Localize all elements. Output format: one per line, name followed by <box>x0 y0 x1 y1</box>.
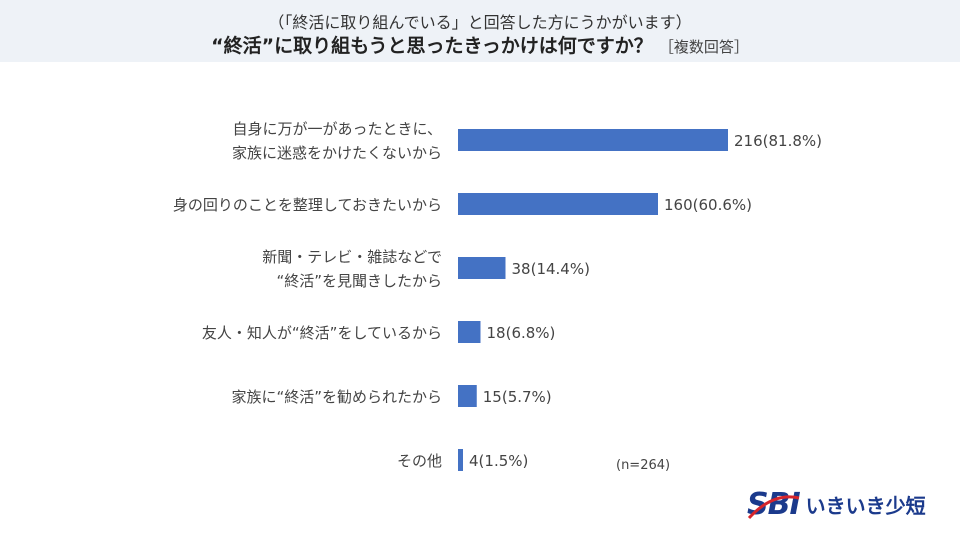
value-label-5: 4(1.5%) <box>469 452 528 470</box>
value-label-2: 38(14.4%) <box>512 260 590 278</box>
value-label-0: 216(81.8%) <box>734 132 822 150</box>
bar-0 <box>458 129 728 151</box>
header-band: （「終活に取り組んでいる」と回答した方にうかがいます） “終活”に取り組もうと思… <box>0 0 960 62</box>
bar-5 <box>458 449 463 471</box>
category-label-2-0: 新聞・テレビ・雑誌などで <box>262 248 442 266</box>
category-label-5-0: その他 <box>397 452 442 470</box>
company-logo: SBI いきいき少短 <box>747 484 926 524</box>
category-label-0-1: 家族に迷惑をかけたくないから <box>232 144 442 162</box>
bar-3 <box>458 321 481 343</box>
logo-mark: SBI <box>747 486 801 522</box>
value-label-4: 15(5.7%) <box>483 388 552 406</box>
category-label-2-1: “終活”を見聞きしたから <box>276 272 442 290</box>
bar-4 <box>458 385 477 407</box>
title-note: ［複数回答］ <box>658 38 749 56</box>
logo-swoosh-icon <box>747 495 800 520</box>
value-label-3: 18(6.8%) <box>487 324 556 342</box>
bar-1 <box>458 193 658 215</box>
value-label-1: 160(60.6%) <box>664 196 752 214</box>
logo-text: いきいき少短 <box>805 493 926 518</box>
chart-title: “終活”に取り組もうと思ったきっかけは何ですか？ <box>211 35 653 57</box>
title-line: “終活”に取り組もうと思ったきっかけは何ですか？ ［複数回答］ <box>0 31 960 58</box>
chart-subtitle: （「終活に取り組んでいる」と回答した方にうかがいます） <box>268 13 692 32</box>
category-label-3-0: 友人・知人が“終活”をしているから <box>202 324 442 342</box>
bar-2 <box>458 257 506 279</box>
category-label-1-0: 身の回りのことを整理しておきたいから <box>173 196 442 214</box>
category-label-4-0: 家族に“終活”を勧められたから <box>231 388 442 406</box>
category-label-0-0: 自身に万が一があったときに、 <box>232 120 442 138</box>
sample-size-note: (n=264) <box>616 458 671 473</box>
